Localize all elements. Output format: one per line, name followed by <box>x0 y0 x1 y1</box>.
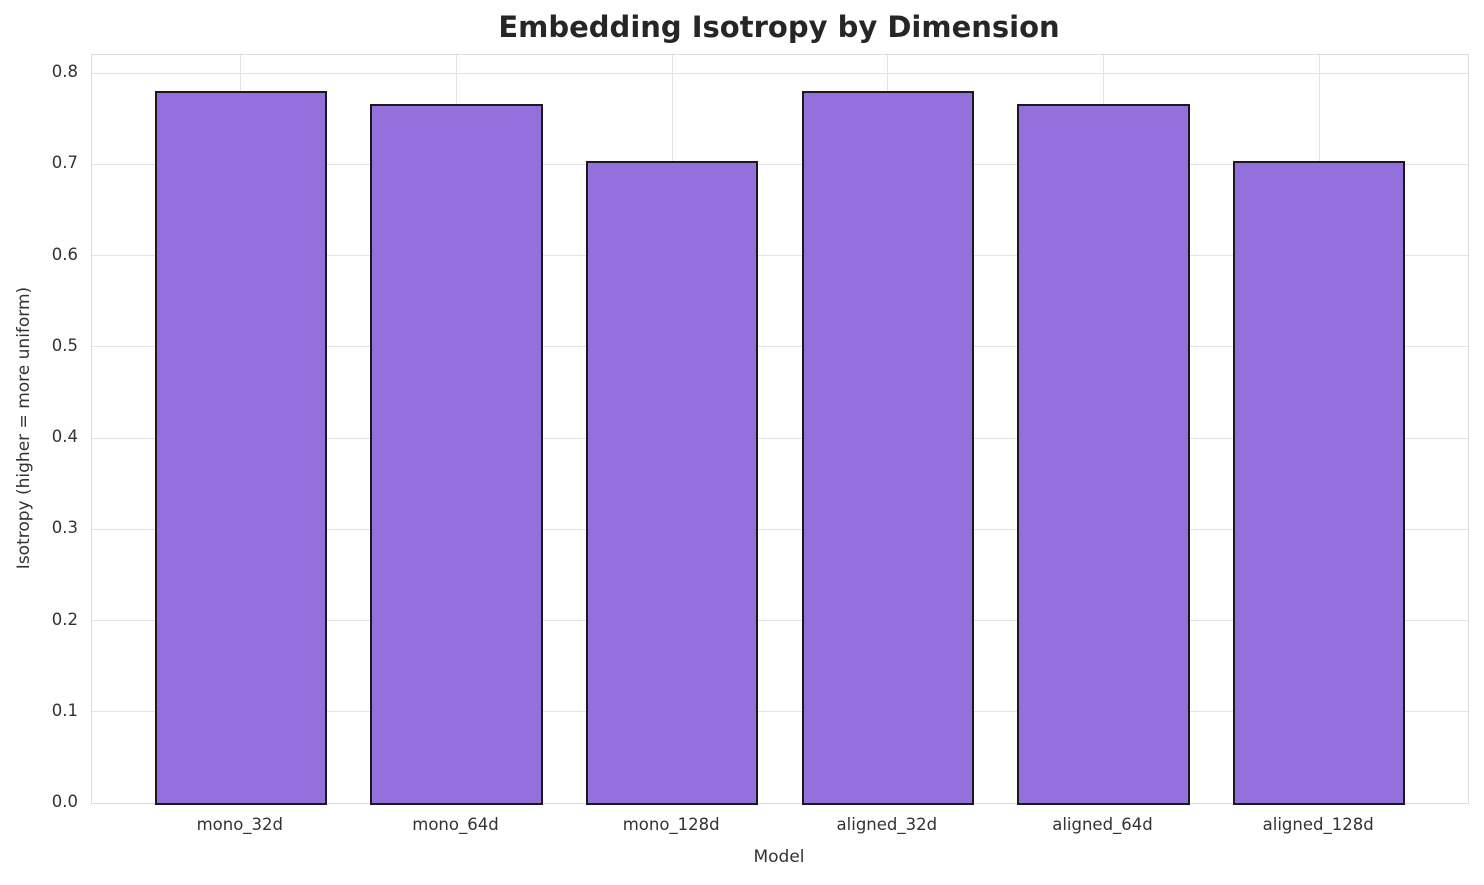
x-tick-label: mono_32d <box>196 815 284 834</box>
h-gridline <box>92 619 1468 622</box>
y-tick-label: 0.6 <box>51 244 78 264</box>
y-axis-label: Isotropy (higher = more uniform) <box>14 286 34 570</box>
plot-area <box>91 54 1469 805</box>
x-tick-label: aligned_32d <box>836 815 938 834</box>
h-gridline <box>92 711 1468 713</box>
x-tick-label: aligned_128d <box>1262 815 1374 834</box>
y-tick-label: 0.1 <box>51 700 78 720</box>
h-gridline <box>92 437 1468 439</box>
y-tick-label: 0.4 <box>51 427 78 447</box>
bar-mono_32d <box>154 90 328 805</box>
h-gridline <box>92 346 1468 348</box>
bar-mono_64d <box>370 104 543 805</box>
h-gridline <box>92 528 1468 530</box>
y-tick-label: 0.8 <box>51 62 78 82</box>
x-tick-label: mono_64d <box>412 815 499 834</box>
y-tick-label: 0.3 <box>51 518 78 538</box>
y-tick-label: 0.7 <box>51 153 78 173</box>
bar-aligned_128d <box>1232 160 1406 805</box>
bar-mono_128d <box>585 160 759 805</box>
y-tick-label: 0.0 <box>51 792 78 811</box>
bar-aligned_32d <box>801 90 975 805</box>
y-tick-label: 0.2 <box>51 609 78 629</box>
h-gridline <box>92 72 1468 74</box>
h-gridline <box>92 163 1468 166</box>
h-gridline <box>92 255 1468 257</box>
x-axis-label: Model <box>753 847 805 867</box>
x-tick-label: aligned_64d <box>1052 815 1153 834</box>
x-tick-label: mono_128d <box>622 815 720 834</box>
chart-title: Embedding Isotropy by Dimension <box>498 10 1060 44</box>
y-tick-label: 0.5 <box>51 335 78 355</box>
bar-aligned_64d <box>1017 104 1190 805</box>
